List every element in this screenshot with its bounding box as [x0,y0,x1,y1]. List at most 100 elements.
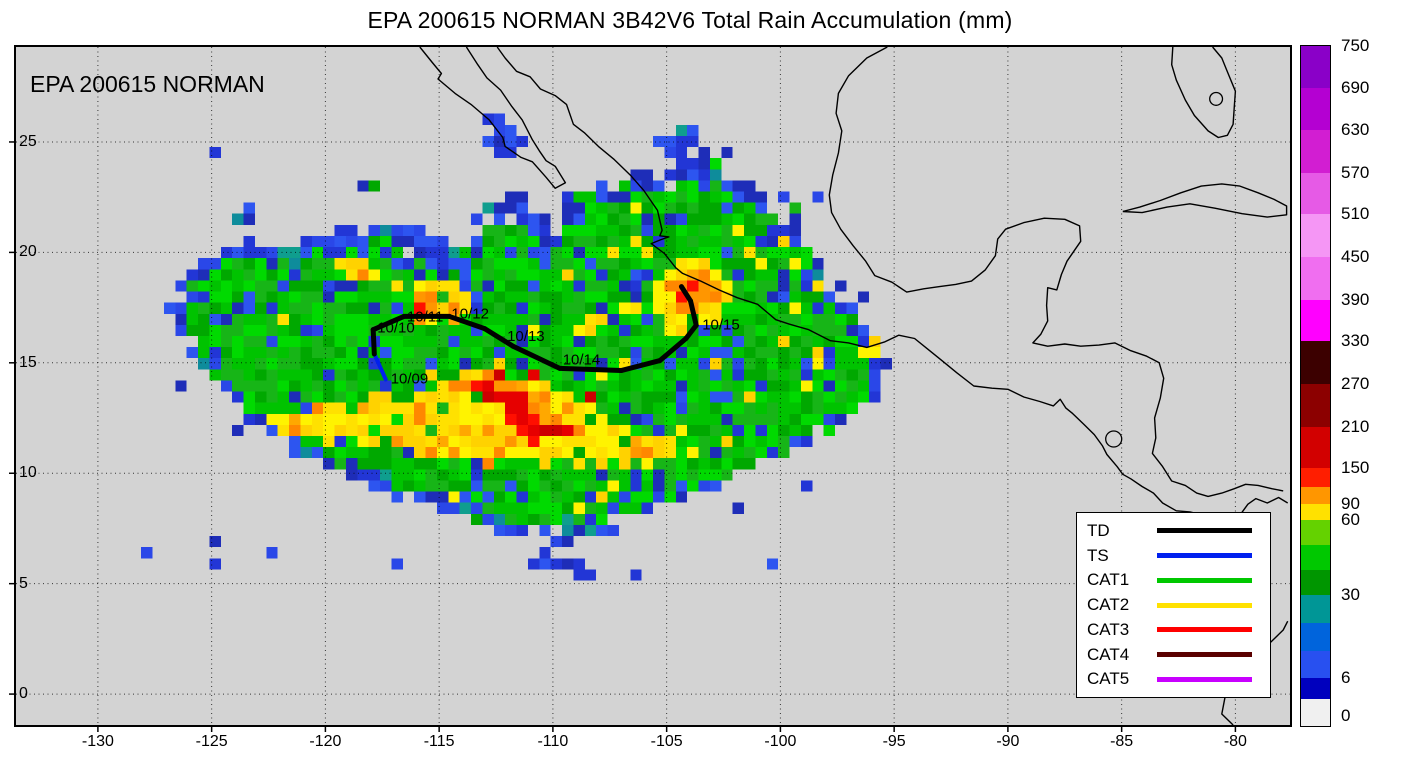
colorbar-segment [1301,504,1330,521]
colorbar-segment [1301,256,1330,301]
legend-line-swatch [1157,652,1252,657]
legend-row: CAT5 [1087,669,1270,689]
track-date-label: 10/09 [391,370,429,387]
colorbar-segment [1301,88,1330,131]
colorbar-tick-label: 690 [1341,78,1370,98]
intensity-legend: TD TS CAT1 CAT2 CAT3 CAT4 CAT5 [1076,512,1271,698]
colorbar-segment [1301,172,1330,215]
colorbar-tick-label: 60 [1341,510,1360,529]
x-tick-label: -100 [764,733,797,750]
colorbar-tick-label: 150 [1341,458,1370,478]
x-tick-label: -95 [882,733,906,750]
legend-category-label: TD [1087,520,1110,540]
legend-row: CAT1 [1087,570,1270,590]
storm-track-segment [482,326,516,349]
track-date-label: 10/13 [507,328,545,345]
colorbar-segment [1301,130,1330,173]
y-tick-label: 15 [19,353,37,371]
map-plot-area: 10/09 10/10 10/11 10/12 10/13 10/14 10/15 EPA … [9,45,1292,732]
colorbar-tick-label: 630 [1341,120,1370,140]
colorbar-tick-label: 210 [1341,416,1370,436]
track-date-label: 10/15 [702,316,740,333]
colorbar-segment [1301,545,1330,571]
lake-outline [1105,430,1123,448]
colorbar-segment [1301,299,1330,342]
track-date-label: 10/10 [377,320,415,337]
legend-category-label: TS [1087,545,1109,565]
track-date-label: 10/14 [563,351,601,368]
storm-track-segment [372,351,388,382]
storm-track-segment [678,284,694,304]
colorbar-segment [1301,214,1330,258]
colorbar-segment [1301,384,1330,428]
lake-outline [1209,91,1224,106]
legend-category-label: CAT3 [1087,619,1130,639]
legend-category-label: CAT4 [1087,644,1130,664]
y-tick-label: 20 [19,243,37,261]
colorbar-segment [1301,622,1330,651]
legend-row: CAT2 [1087,595,1270,615]
legend-category-label: CAT5 [1087,669,1130,689]
colorbar-segment [1301,520,1330,546]
x-tick-label: -130 [81,733,114,750]
colorbar-tick-label: 30 [1341,585,1360,605]
y-tick-label: 0 [19,685,28,703]
x-tick-label: -110 [537,733,569,750]
legend-line-swatch [1157,602,1252,608]
storm-track-segment [370,313,407,333]
x-tick-label: -115 [423,733,455,750]
x-tick-label: -85 [1110,733,1134,750]
coastline [419,46,567,190]
coastline [828,46,1284,498]
colorbar-tick-label: 750 [1341,36,1370,55]
colorbar-tick-label: 390 [1341,289,1370,309]
coastline [1122,183,1288,218]
legend-row: TS [1087,546,1270,566]
storm-track-segment [510,343,563,371]
y-tick-label: 25 [19,132,37,150]
legend-line-swatch [1157,577,1252,583]
legend-line-swatch [1157,676,1252,682]
colorbar-segment [1301,650,1330,679]
y-tick-label: 10 [19,464,37,482]
storm-track-segment [657,336,689,364]
storm-track-segment [618,358,663,374]
storm-id-label: EPA 200615 NORMAN [30,71,265,97]
colorbar-segment [1301,486,1330,505]
coastline [1170,46,1237,139]
figure-title: EPA 200615 NORMAN 3B42V6 Total Rain Accu… [367,7,1013,33]
colorbar-tick-label: 6 [1341,667,1351,687]
storm-track-segment [688,298,699,328]
colorbar-segment [1301,677,1330,700]
colorbar [1300,45,1331,727]
colorbar-tick-label: 90 [1341,494,1360,514]
x-tick-label: -120 [309,733,342,750]
storm-track-segment [557,365,624,374]
colorbar-segment [1301,468,1330,488]
legend-row: CAT4 [1087,645,1270,665]
track-date-label: 10/12 [451,305,489,322]
colorbar-tick-label: 270 [1341,374,1370,393]
colorbar-segment [1301,570,1330,596]
colorbar-tick-label: 0 [1341,705,1351,725]
legend-line-swatch [1157,627,1252,633]
y-tick-label: 5 [19,574,28,592]
colorbar-segment [1301,595,1330,624]
colorbar-tick-label: 450 [1341,246,1370,266]
colorbar-tick-label: 510 [1341,204,1370,223]
legend-category-label: CAT2 [1087,595,1130,614]
colorbar-segment [1301,46,1330,89]
colorbar-segment [1301,426,1330,469]
colorbar-segment [1301,341,1330,385]
storm-track-segment [683,322,699,342]
legend-line-swatch [1157,528,1252,534]
colorbar-tick-label: 570 [1341,162,1370,182]
storm-track-segment [446,313,488,332]
x-tick-label: -90 [996,733,1020,750]
legend-row: CAT3 [1087,620,1270,640]
x-tick-label: -125 [195,733,228,750]
legend-category-label: CAT1 [1087,570,1130,590]
colorbar-segment [1301,698,1330,727]
